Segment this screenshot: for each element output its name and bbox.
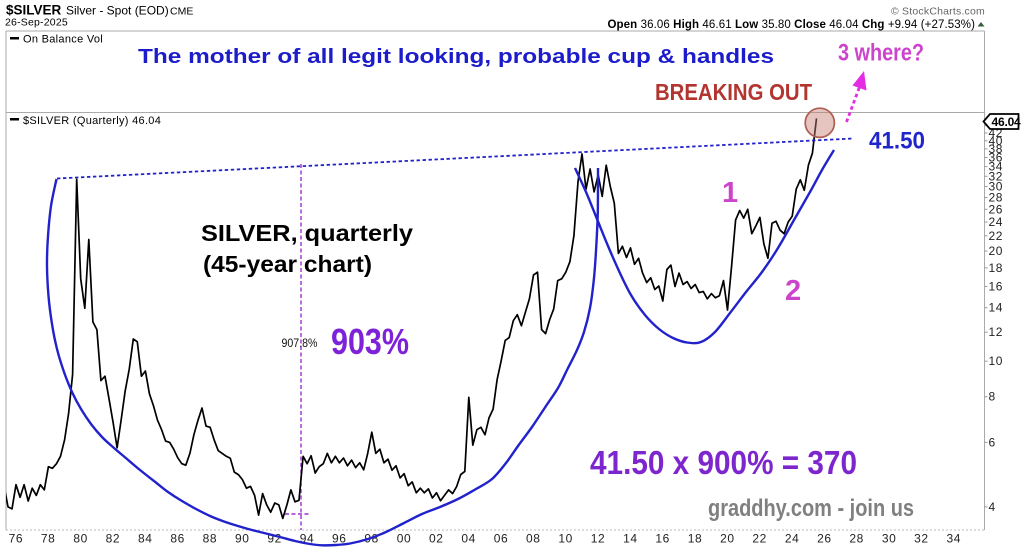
svg-text:24: 24 <box>989 215 1004 229</box>
svg-text:graddhy.com - join us: graddhy.com - join us <box>708 495 914 522</box>
svg-text:32: 32 <box>914 532 929 546</box>
svg-text:84: 84 <box>138 532 153 546</box>
svg-text:22: 22 <box>989 229 1004 243</box>
svg-text:On Balance Vol: On Balance Vol <box>23 34 103 46</box>
svg-text:41.50 x 900% = 370: 41.50 x 900% = 370 <box>590 444 857 481</box>
svg-text:04: 04 <box>461 532 476 546</box>
svg-text:12: 12 <box>989 325 1004 339</box>
svg-text:3 where?: 3 where? <box>838 40 924 67</box>
svg-text:86: 86 <box>170 532 185 546</box>
svg-text:SILVER, quarterly: SILVER, quarterly <box>201 220 413 246</box>
svg-text:46.04: 46.04 <box>992 115 1022 129</box>
svg-text:24: 24 <box>785 532 800 546</box>
svg-text:14: 14 <box>989 301 1004 315</box>
svg-text:28: 28 <box>989 191 1004 205</box>
svg-text:30: 30 <box>882 532 897 546</box>
svg-text:CME: CME <box>170 6 193 18</box>
svg-text:82: 82 <box>106 532 121 546</box>
svg-text:4: 4 <box>989 500 996 514</box>
svg-text:$SILVER: $SILVER <box>6 3 62 18</box>
svg-text:Silver - Spot (EOD): Silver - Spot (EOD) <box>66 4 169 18</box>
svg-text:40: 40 <box>989 134 1004 148</box>
svg-text:34: 34 <box>947 532 962 546</box>
svg-text:26: 26 <box>817 532 832 546</box>
svg-text:903%: 903% <box>331 321 409 362</box>
svg-text:96: 96 <box>332 532 347 546</box>
svg-text:06: 06 <box>494 532 509 546</box>
svg-text:28: 28 <box>849 532 864 546</box>
svg-text:34: 34 <box>989 160 1004 174</box>
svg-text:32: 32 <box>989 169 1004 183</box>
svg-text:20: 20 <box>989 244 1004 258</box>
svg-text:1: 1 <box>722 177 738 209</box>
svg-text:BREAKING OUT: BREAKING OUT <box>655 79 812 105</box>
svg-text:02: 02 <box>429 532 444 546</box>
svg-text:12: 12 <box>591 532 606 546</box>
svg-text:90: 90 <box>235 532 250 546</box>
svg-text:10: 10 <box>558 532 573 546</box>
svg-text:30: 30 <box>989 180 1004 194</box>
svg-text:907.8%: 907.8% <box>282 338 318 350</box>
svg-text:41.50: 41.50 <box>869 128 925 155</box>
svg-text:76: 76 <box>9 532 24 546</box>
svg-text:16: 16 <box>989 280 1004 294</box>
svg-text:10: 10 <box>989 354 1004 368</box>
svg-text:22: 22 <box>752 532 767 546</box>
svg-text:18: 18 <box>688 532 703 546</box>
svg-text:6: 6 <box>989 435 996 449</box>
svg-text:$SILVER (Quarterly) 46.04: $SILVER (Quarterly) 46.04 <box>23 115 161 127</box>
svg-text:Open 36.06 High 46.61 Low 35.8: Open 36.06 High 46.61 Low 35.80 Close 46… <box>608 19 976 31</box>
svg-text:38: 38 <box>989 142 1004 156</box>
svg-text:36: 36 <box>989 151 1004 165</box>
svg-text:20: 20 <box>720 532 735 546</box>
svg-text:18: 18 <box>989 261 1004 275</box>
svg-text:2: 2 <box>785 275 801 307</box>
svg-text:© StockCharts.com: © StockCharts.com <box>891 6 985 18</box>
svg-text:00: 00 <box>397 532 412 546</box>
svg-text:26: 26 <box>989 202 1004 216</box>
svg-text:26-Sep-2025: 26-Sep-2025 <box>5 17 68 29</box>
svg-text:16: 16 <box>655 532 670 546</box>
svg-text:14: 14 <box>623 532 638 546</box>
svg-text:78: 78 <box>41 532 56 546</box>
svg-text:The mother of all legit lookin: The mother of all legit looking, probabl… <box>138 46 774 68</box>
svg-text:8: 8 <box>989 390 996 404</box>
svg-text:88: 88 <box>203 532 218 546</box>
svg-text:(45-year chart): (45-year chart) <box>203 251 372 277</box>
svg-text:80: 80 <box>73 532 88 546</box>
svg-text:08: 08 <box>526 532 541 546</box>
